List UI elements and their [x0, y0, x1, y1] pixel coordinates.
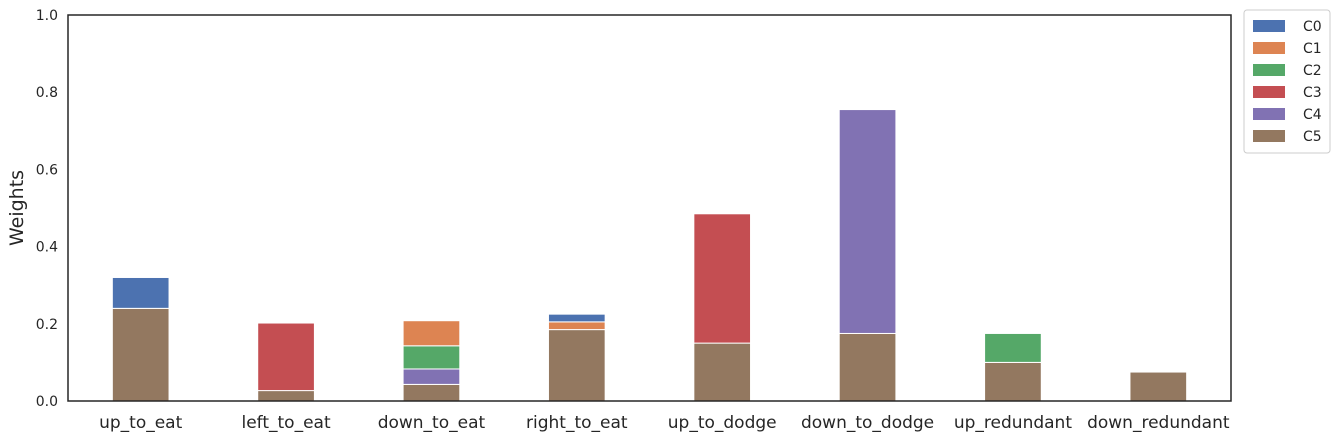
bar-up_to_dodge-c5: [693, 342, 752, 402]
legend-swatch: [1253, 64, 1285, 76]
legend-label: C3: [1303, 85, 1322, 101]
legend-items: C0 C1 C2 C3 C4 C5: [1253, 19, 1322, 145]
bar-right_to_eat-c5: [547, 329, 606, 402]
x-tick-label: up_redundant: [954, 413, 1072, 433]
bar-down_to_eat-c1: [402, 320, 461, 347]
bar-down_to_eat-c2: [402, 345, 461, 370]
bar-up_to_dodge-c3: [693, 213, 752, 344]
x-tick-label: down_to_dodge: [801, 413, 934, 433]
x-tick-label: left_to_eat: [241, 413, 330, 433]
legend: C0 C1 C2 C3 C4 C5: [1243, 9, 1331, 154]
y-tick-label: 0.8: [36, 85, 58, 101]
legend-label: C0: [1303, 19, 1322, 35]
x-tick-label: up_to_eat: [99, 413, 183, 433]
legend-item-c1: C1: [1253, 41, 1322, 57]
bar-down_redundant-c5: [1129, 371, 1188, 402]
legend-swatch: [1253, 42, 1285, 54]
bar-up_redundant-c5: [984, 361, 1042, 402]
bar-left_to_eat-c5: [257, 390, 315, 402]
bar-right_to_eat-c1: [547, 321, 606, 331]
x-tick-label: up_to_dodge: [668, 413, 777, 433]
y-tick-label: 0.6: [36, 162, 58, 178]
bar-left_to_eat-c3: [257, 322, 315, 392]
y-axis-label: Weights: [6, 170, 28, 246]
legend-swatch: [1253, 130, 1285, 142]
legend-item-c3: C3: [1253, 85, 1322, 101]
legend-swatch: [1253, 20, 1285, 32]
y-tick-label: 0.4: [36, 240, 58, 256]
legend-item-c2: C2: [1253, 63, 1322, 79]
plot-frame: [67, 14, 1232, 402]
x-axis-ticks: up_to_eat left_to_eat down_to_eat right_to_…: [99, 413, 1230, 433]
x-tick-label: down_redundant: [1087, 413, 1230, 433]
legend-label: C1: [1303, 41, 1322, 57]
bar-down_to_eat-c5: [402, 383, 461, 402]
x-tick-label: down_to_eat: [378, 413, 486, 433]
y-tick-label: 0.0: [36, 394, 58, 410]
x-tick-label: right_to_eat: [526, 413, 628, 433]
y-tick-label: 0.2: [36, 317, 58, 333]
bar-down_to_eat-c4: [402, 368, 461, 385]
bar-right_to_eat-c0: [547, 313, 606, 323]
legend-label: C2: [1303, 63, 1322, 79]
bar-down_to_dodge-c5: [838, 332, 897, 402]
legend-label: C4: [1303, 107, 1322, 123]
bars-layer: [111, 109, 1188, 402]
legend-item-c5: C5: [1253, 129, 1322, 145]
bar-up_redundant-c2: [984, 332, 1042, 363]
bar-down_to_dodge-c4: [838, 109, 897, 334]
bar-up_to_eat-c5: [111, 307, 170, 402]
legend-item-c0: C0: [1253, 19, 1322, 35]
legend-label: C5: [1303, 129, 1322, 145]
legend-swatch: [1253, 108, 1285, 120]
y-tick-label: 1.0: [36, 8, 58, 24]
bar-up_to_eat-c0: [111, 276, 170, 309]
y-axis-ticks: 0.0 0.2 0.4 0.6 0.8 1.0: [36, 8, 58, 410]
legend-swatch: [1253, 86, 1285, 98]
legend-item-c4: C4: [1253, 107, 1322, 123]
